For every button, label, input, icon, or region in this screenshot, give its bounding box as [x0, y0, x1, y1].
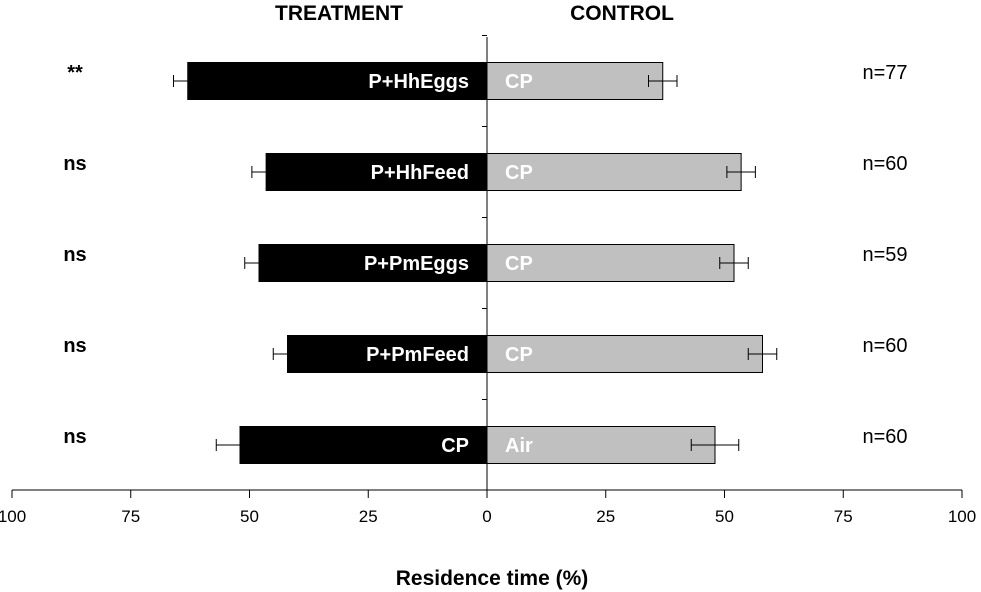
treatment-bar-label: P+HhFeed	[371, 162, 469, 184]
control-bar-label: CP	[505, 71, 533, 93]
sample-size-label: n=59	[862, 244, 907, 266]
control-bar-label: CP	[505, 162, 533, 184]
treatment-bar-label: CP	[441, 435, 469, 457]
significance-label: ns	[63, 244, 86, 266]
x-tick-label: 100	[0, 507, 26, 526]
control-bar-label: Air	[505, 435, 533, 457]
treatment-bar	[187, 62, 488, 100]
control-bar-label: CP	[505, 344, 533, 366]
control-bar-label: CP	[505, 253, 533, 275]
significance-label: ns	[63, 153, 86, 175]
x-tick-label: 50	[715, 507, 734, 526]
x-tick-label: 50	[240, 507, 259, 526]
treatment-bar	[265, 153, 488, 191]
bars-group: P+HhEggs CP ** n=77 P+HhFeed CP ns n=60 P+PmEggs…	[63, 62, 908, 464]
x-tick-label: 75	[121, 507, 140, 526]
sample-size-label: n=60	[862, 426, 907, 448]
control-bar	[486, 335, 763, 373]
x-tick-label: 100	[948, 507, 976, 526]
sample-size-label: n=60	[862, 153, 907, 175]
x-tick-label: 75	[834, 507, 853, 526]
treatment-bar-label: P+HhEggs	[368, 71, 469, 93]
bar-row: P+PmFeed CP ns n=60	[63, 335, 908, 373]
control-header: CONTROL	[570, 2, 674, 25]
x-axis-ticks: 100 75 50 25 0 25 50 75 100	[0, 490, 976, 526]
x-tick-label: 25	[359, 507, 378, 526]
treatment-bar-label: P+PmEggs	[364, 253, 469, 275]
treatment-bar	[287, 335, 488, 373]
center-axis-ticks	[482, 35, 487, 400]
treatment-header: TREATMENT	[275, 2, 403, 25]
bar-row: P+PmEggs CP ns n=59	[63, 244, 908, 282]
bar-row: CP Air ns n=60	[63, 426, 908, 464]
significance-label: ns	[63, 335, 86, 357]
control-bar	[486, 244, 735, 282]
x-tick-label: 25	[596, 507, 615, 526]
bar-row: P+HhFeed CP ns n=60	[63, 153, 908, 191]
sample-size-label: n=60	[862, 335, 907, 357]
x-tick-label: 0	[482, 507, 491, 526]
control-bar	[486, 426, 716, 464]
x-axis-label: Residence time (%)	[396, 567, 589, 590]
significance-label: **	[67, 62, 83, 84]
treatment-bar-label: P+PmFeed	[366, 344, 469, 366]
treatment-bar	[258, 244, 488, 282]
control-bar	[486, 153, 742, 191]
significance-label: ns	[63, 426, 86, 448]
sample-size-label: n=77	[862, 62, 907, 84]
